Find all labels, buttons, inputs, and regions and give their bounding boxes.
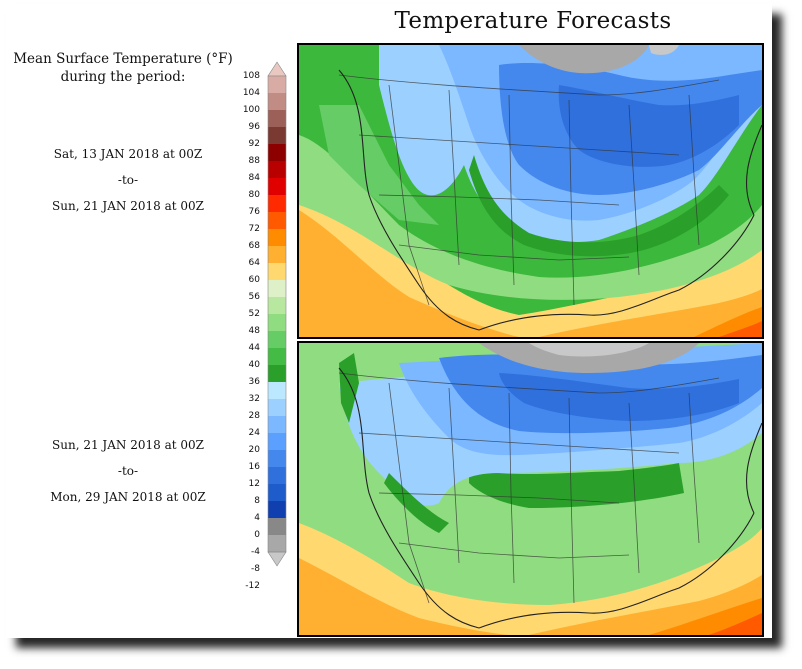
period-1-start: Sat, 13 JAN 2018 at 00Z — [53, 147, 203, 161]
colorbar-tick-label: 28 — [248, 411, 260, 421]
map-period-2 — [297, 341, 764, 637]
colorbar-tick-label: 36 — [248, 377, 260, 387]
period-1-separator: -to- — [117, 173, 139, 187]
colorbar-tick-label: 72 — [248, 224, 260, 234]
colorbar-tick-label: 92 — [248, 139, 260, 149]
colorbar-band — [268, 76, 286, 93]
colorbar-tick-label: 20 — [248, 445, 260, 455]
temperature-colorbar — [267, 61, 287, 567]
colorbar-band — [268, 212, 286, 229]
period-1-label: Sat, 13 JAN 2018 at 00Z -to- Sun, 21 JAN… — [28, 141, 228, 219]
colorbar-band — [268, 195, 286, 212]
colorbar-band — [268, 144, 286, 161]
colorbar-band — [268, 433, 286, 450]
colorbar-tick-label: 100 — [242, 105, 260, 115]
colorbar-band — [268, 535, 286, 552]
legend-title: Mean Surface Temperature (°F) during the… — [8, 50, 238, 86]
colorbar-top-arrow — [267, 61, 287, 77]
colorbar-tick-label: -8 — [251, 564, 260, 574]
colorbar-tick-label: 52 — [248, 309, 260, 319]
colorbar-tick-label: 44 — [248, 343, 260, 353]
colorbar-band — [268, 280, 286, 297]
colorbar-tick-label: 12 — [248, 479, 260, 489]
colorbar-band — [268, 467, 286, 484]
legend-title-line2: during the period: — [60, 69, 186, 85]
colorbar-band — [268, 365, 286, 382]
colorbar-tick-label: 56 — [248, 292, 260, 302]
colorbar-band — [268, 314, 286, 331]
colorbar-band — [268, 331, 286, 348]
colorbar-tick-label: 8 — [254, 496, 260, 506]
colorbar-tick-label: 40 — [248, 360, 260, 370]
colorbar-tick-label: 76 — [248, 207, 260, 217]
colorbar-tick-label: 24 — [248, 428, 260, 438]
colorbar-tick-label: 16 — [248, 462, 260, 472]
colorbar-tick-label: 64 — [248, 258, 260, 268]
colorbar-tick-label: 32 — [248, 394, 260, 404]
colorbar-tick-label: 88 — [248, 156, 260, 166]
colorbar-tick-label: 108 — [242, 71, 260, 81]
colorbar-band — [268, 416, 286, 433]
colorbar-tick-label: 0 — [254, 530, 260, 540]
legend-title-line1: Mean Surface Temperature (°F) — [13, 51, 233, 67]
colorbar-band — [268, 127, 286, 144]
map-period-1 — [297, 43, 764, 339]
colorbar-band — [268, 399, 286, 416]
forecast-map-2 — [299, 343, 762, 635]
colorbar-tick-label: 104 — [242, 88, 260, 98]
colorbar-band — [268, 450, 286, 467]
colorbar-band — [268, 110, 286, 127]
period-2-end: Mon, 29 JAN 2018 at 00Z — [50, 490, 206, 504]
colorbar-tick-label: 48 — [248, 326, 260, 336]
colorbar-band — [268, 229, 286, 246]
colorbar-band — [268, 382, 286, 399]
colorbar-tick-label: -12 — [245, 581, 260, 591]
colorbar-band — [268, 246, 286, 263]
period-1-end: Sun, 21 JAN 2018 at 00Z — [52, 199, 204, 213]
period-2-separator: -to- — [117, 464, 139, 478]
colorbar-band — [268, 501, 286, 518]
colorbar-tick-label: 68 — [248, 241, 260, 251]
colorbar-tick-label: -4 — [251, 547, 260, 557]
colorbar-band — [268, 297, 286, 314]
period-2-start: Sun, 21 JAN 2018 at 00Z — [52, 438, 204, 452]
colorbar-band — [268, 263, 286, 280]
forecast-map-1 — [299, 45, 762, 337]
page-title: Temperature Forecasts — [394, 8, 672, 34]
colorbar-tick-label: 84 — [248, 173, 260, 183]
colorbar-band — [268, 484, 286, 501]
period-2-label: Sun, 21 JAN 2018 at 00Z -to- Mon, 29 JAN… — [28, 432, 228, 510]
colorbar-tick-label: 96 — [248, 122, 260, 132]
colorbar-band — [268, 348, 286, 365]
colorbar-tick-label: 4 — [254, 513, 260, 523]
colorbar-band — [268, 518, 286, 535]
colorbar-band — [268, 93, 286, 110]
colorbar-tick-label: 60 — [248, 275, 260, 285]
colorbar-tick-label: 80 — [248, 190, 260, 200]
colorbar-band — [268, 178, 286, 195]
colorbar-bottom-arrow — [267, 551, 287, 567]
colorbar-band — [268, 161, 286, 178]
